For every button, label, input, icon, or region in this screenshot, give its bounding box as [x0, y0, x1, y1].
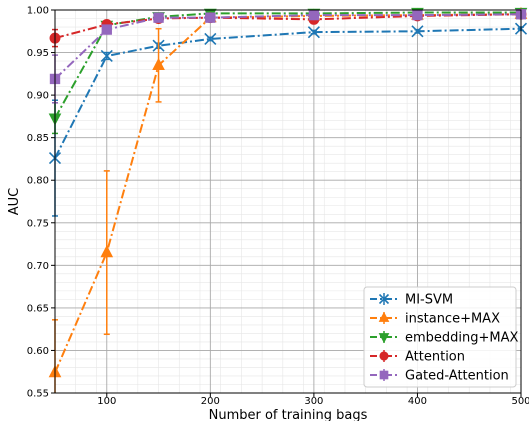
legend-item: Gated-Attention [370, 369, 509, 384]
data-point [411, 25, 424, 38]
y-axis-label: AUC [7, 188, 22, 216]
series-line [54, 27, 522, 159]
legend-marker [379, 370, 389, 380]
data-point [307, 26, 320, 39]
legend-label: Gated-Attention [405, 369, 509, 384]
x-tick-label: 300 [304, 396, 323, 407]
x-tick-label: 500 [511, 396, 529, 407]
data-point [308, 9, 320, 21]
legend-item: embedding+MAX [370, 331, 519, 346]
data-point [152, 57, 165, 70]
legend-marker [378, 333, 390, 344]
data-point [205, 12, 216, 23]
data-point [204, 32, 217, 46]
data-point [153, 12, 164, 23]
y-tick-label: 1.00 [27, 6, 49, 17]
legend-marker [379, 351, 389, 361]
data-point [101, 24, 112, 35]
data-point [412, 9, 423, 21]
y-tick-label: 0.75 [27, 218, 49, 229]
legend-item: MI-SVM [370, 293, 453, 308]
legend-item: instance+MAX [370, 312, 500, 327]
legend-item: Attention [370, 350, 465, 365]
data-point [100, 245, 114, 258]
y-tick-label: 0.90 [27, 91, 49, 102]
legend-label: embedding+MAX [405, 331, 519, 346]
plot-frame [54, 9, 522, 394]
series-line [54, 11, 521, 119]
ticks: 100 200 300 400 500 0.55 0.60 0.65 0.70 0.75 0.80 0… [27, 6, 529, 408]
legend-box [363, 286, 517, 388]
legend-label: instance+MAX [405, 312, 500, 327]
y-tick-label: 0.95 [27, 48, 49, 59]
legend-marker [378, 311, 390, 322]
legend-label: MI-SVM [405, 293, 453, 308]
y-tick-label: 0.70 [27, 261, 49, 272]
series-line [54, 13, 522, 80]
legend-marker [378, 293, 390, 305]
y-tick-label: 0.85 [27, 133, 49, 144]
x-tick-label: 400 [408, 396, 427, 407]
y-tick-label: 0.80 [27, 176, 49, 187]
y-tick-label: 0.65 [27, 303, 49, 314]
data-point [100, 49, 113, 63]
y-tick-label: 0.60 [27, 346, 49, 357]
y-tick-label: 0.55 [27, 389, 49, 400]
legend: MI-SVM instance+MAX embedding+MAX Attention… [363, 286, 519, 388]
x-tick-label: 200 [201, 396, 220, 407]
x-tick-label: 100 [97, 396, 116, 407]
x-axis-label: Number of training bags [209, 408, 368, 421]
legend-label: Attention [405, 350, 465, 365]
